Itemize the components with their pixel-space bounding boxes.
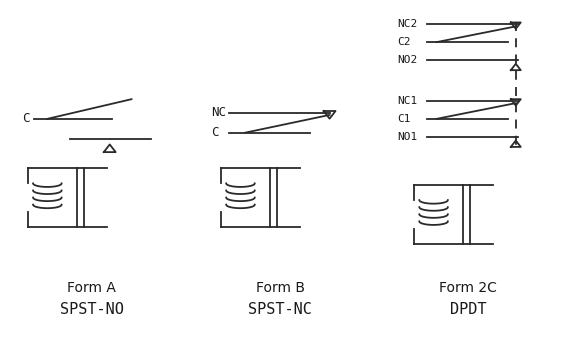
Text: NC1: NC1 xyxy=(397,96,417,106)
Text: C2: C2 xyxy=(397,37,411,47)
Text: Form A: Form A xyxy=(67,281,116,295)
Text: SPST-NO: SPST-NO xyxy=(60,302,124,317)
Text: DPDT: DPDT xyxy=(450,302,486,317)
Text: SPST-NC: SPST-NC xyxy=(248,302,312,317)
Text: Form B: Form B xyxy=(255,281,305,295)
Text: NC: NC xyxy=(211,106,226,119)
Text: NO2: NO2 xyxy=(397,55,417,65)
Text: C1: C1 xyxy=(397,114,411,124)
Text: Form 2C: Form 2C xyxy=(439,281,497,295)
Text: C: C xyxy=(211,126,218,139)
Text: C: C xyxy=(22,113,30,126)
Text: NC2: NC2 xyxy=(397,19,417,29)
Text: NO1: NO1 xyxy=(397,132,417,142)
